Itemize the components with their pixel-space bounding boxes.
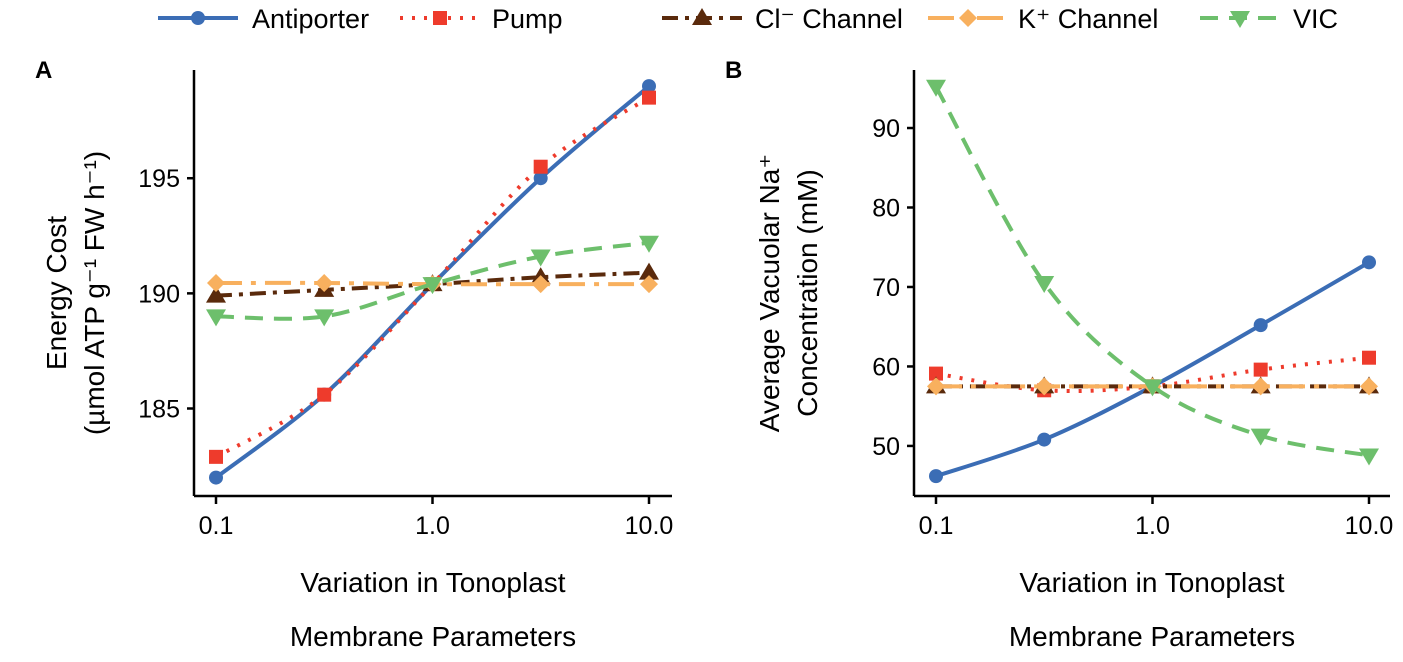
data-point-marker	[642, 79, 656, 94]
y-tick-label: 90	[872, 115, 900, 143]
legend-label: Cl⁻ Channel	[755, 4, 903, 34]
data-point-marker	[1251, 377, 1270, 396]
data-point-marker	[639, 235, 659, 253]
data-point-marker	[206, 285, 226, 303]
legend-marker	[191, 11, 205, 25]
data-point-marker	[639, 262, 659, 280]
data-point-marker	[1362, 255, 1376, 270]
data-point-marker	[207, 274, 225, 292]
y-tick-label: 195	[138, 165, 180, 193]
legend-marker	[692, 8, 712, 25]
x-tick-label: 10.0	[1345, 512, 1394, 540]
data-point-marker	[206, 309, 226, 327]
x-axis-title-line1: Variation in Tonoplast	[300, 567, 565, 598]
series-line	[215, 95, 651, 459]
panel-label: B	[725, 57, 742, 84]
data-point-marker	[642, 90, 656, 105]
data-point-marker	[422, 277, 443, 295]
data-point-marker	[640, 275, 658, 294]
x-axis-title-line2: Membrane Parameters	[290, 621, 576, 652]
data-point-marker	[530, 249, 551, 267]
y-tick-label: 50	[872, 433, 900, 461]
data-point-marker	[315, 274, 334, 292]
legend-item-antiporter: Antiporter	[158, 4, 369, 34]
y-axis-title-line2: Concentration (mM)	[792, 169, 823, 416]
data-point-marker	[929, 366, 943, 381]
legend-label: K⁺ Channel	[1018, 4, 1158, 34]
y-tick-label: 60	[872, 353, 900, 381]
legend-marker	[1230, 11, 1250, 28]
panel-b: B 50 60 70 80 90 0.1 1.0 10.0 Variation in Tonopl…	[725, 57, 1393, 652]
y-tick-label: 70	[872, 274, 900, 302]
data-point-marker	[926, 79, 946, 97]
x-tick-label: 0.1	[199, 512, 234, 540]
data-point-marker	[533, 159, 548, 174]
data-point-marker	[1034, 276, 1055, 293]
data-point-marker	[1142, 379, 1163, 397]
x-tick-label: 0.1	[919, 512, 954, 540]
series-line	[215, 240, 650, 321]
data-point-marker	[317, 387, 332, 402]
x-axis-title-line1: Variation in Tonoplast	[1019, 567, 1284, 598]
data-point-marker	[1253, 362, 1268, 377]
x-axis-title-line2: Membrane Parameters	[1009, 621, 1295, 652]
series-vic	[926, 79, 1379, 466]
data-point-marker	[209, 449, 223, 464]
y-axis-title-line1: Average Vacuolar Na⁺	[754, 154, 785, 432]
data-point-marker	[314, 309, 335, 327]
legend-item-k-channel: K⁺ Channel	[928, 4, 1158, 34]
data-point-marker	[1253, 318, 1268, 333]
y-tick-label: 185	[138, 395, 180, 423]
data-point-marker	[927, 377, 945, 396]
panel-a: A 185 190 195 0.1 1.0 10.0 Variation in Tonopla…	[35, 57, 673, 652]
y-tick-label: 190	[138, 280, 180, 308]
series-vic	[206, 235, 659, 327]
legend-label: Pump	[492, 4, 563, 34]
legend: Antiporter Pump Cl⁻ Channel K⁺ Channel VIC	[158, 4, 1338, 34]
legend-marker	[433, 11, 447, 25]
data-point-marker	[929, 469, 943, 484]
y-tick-label: 80	[872, 194, 900, 222]
data-point-marker	[209, 470, 223, 485]
legend-item-vic: VIC	[1200, 4, 1338, 34]
data-point-marker	[1362, 350, 1376, 365]
x-tick-label: 1.0	[415, 512, 450, 540]
x-tick-label: 10.0	[625, 512, 674, 540]
data-point-marker	[1037, 432, 1052, 447]
legend-label: VIC	[1293, 4, 1338, 34]
series-line	[934, 85, 1370, 458]
series-antiporter	[929, 255, 1376, 484]
data-point-marker	[1360, 377, 1378, 396]
panel-label: A	[35, 57, 52, 84]
data-point-marker	[1250, 428, 1271, 446]
legend-marker	[959, 9, 977, 27]
data-point-marker	[1035, 377, 1054, 396]
data-point-marker	[533, 171, 548, 186]
y-axis-title-line1: Energy Cost	[41, 216, 72, 370]
legend-item-pump: Pump	[400, 4, 563, 34]
data-point-marker	[531, 275, 550, 294]
legend-item-cl-channel: Cl⁻ Channel	[662, 4, 903, 34]
data-point-marker	[1359, 448, 1379, 466]
x-tick-label: 1.0	[1135, 512, 1170, 540]
y-axis-title-line2: (µmol ATP g⁻¹ FW h⁻¹)	[79, 151, 110, 435]
legend-label: Antiporter	[252, 4, 369, 34]
